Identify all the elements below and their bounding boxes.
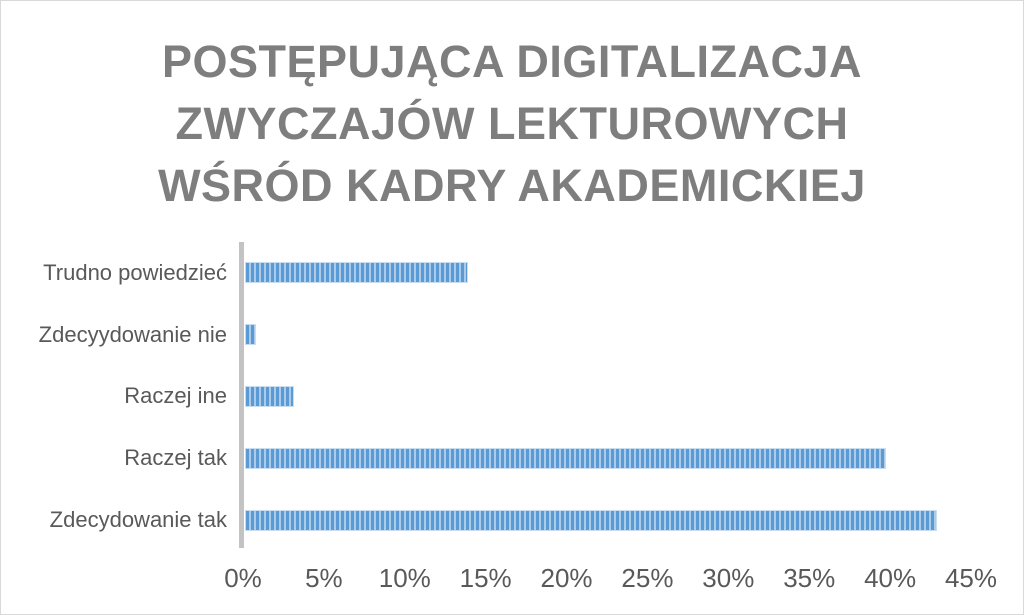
chart-title-line-1: POSTĘPUJĄCA DIGITALIZACJA <box>161 36 863 87</box>
category-label: Zdecyydowanie nie <box>38 321 227 347</box>
x-axis-tick-labels: 0% 5% 10% 15% 20% 25% 30% 35% 40% 45% <box>1 563 1023 595</box>
bar <box>245 385 294 407</box>
x-tick-label: 20% <box>540 563 593 593</box>
x-tick-label: 5% <box>305 563 343 593</box>
chart-title-line-3: WŚRÓD KADRY AKADEMICKIEJ <box>158 160 866 211</box>
bar-row: Zdecyydowanie nie <box>1 304 1023 366</box>
category-label: Trudno powiedzieć <box>43 259 227 285</box>
category-label: Raczej tak <box>124 445 227 471</box>
bar <box>245 509 938 531</box>
bar-row: Trudno powiedzieć <box>1 242 1023 304</box>
x-tick-label: 0% <box>224 563 262 593</box>
x-tick-label: 40% <box>864 563 917 593</box>
bar-track <box>245 509 1023 531</box>
x-tick-label: 35% <box>783 563 836 593</box>
x-tick-label: 10% <box>378 563 431 593</box>
bar-row: Zdecydowanie tak <box>1 489 1023 551</box>
chart-title-line-2: ZWYCZAJÓW LEKTUROWYCH <box>175 98 849 149</box>
x-tick-label: 30% <box>702 563 755 593</box>
bar <box>245 324 257 346</box>
chart-title: POSTĘPUJĄCA DIGITALIZACJA ZWYCZAJÓW LEKT… <box>1 31 1023 217</box>
category-label: Raczej ine <box>124 383 227 409</box>
bar-row: Raczej ine <box>1 366 1023 428</box>
bar <box>245 262 469 284</box>
bar-track <box>245 324 1023 346</box>
bar-track <box>245 262 1023 284</box>
x-tick-label: 45% <box>944 563 998 593</box>
bar <box>245 447 886 469</box>
bar-track <box>245 385 1023 407</box>
bar-row: Raczej tak <box>1 427 1023 489</box>
y-axis-line <box>239 242 244 548</box>
bar-rows: Trudno powiedzieć Zdecyydowanie nie Raczej… <box>1 242 1023 551</box>
x-tick-label: 15% <box>459 563 512 593</box>
bar-track <box>245 447 1023 469</box>
x-tick-label: 25% <box>621 563 674 593</box>
category-label: Zdecydowanie tak <box>49 507 227 533</box>
